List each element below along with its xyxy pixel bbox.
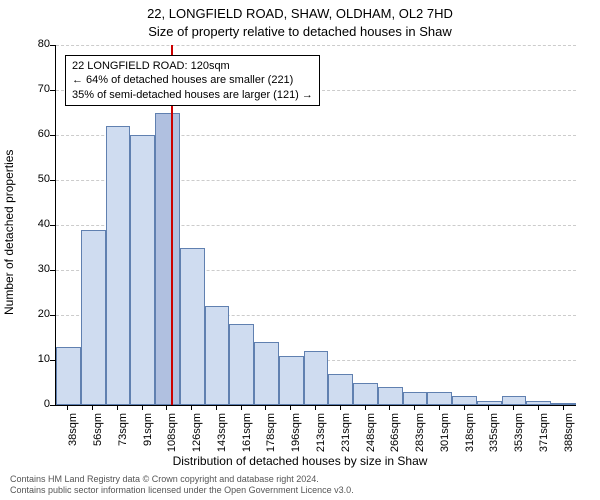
x-tick (389, 405, 390, 410)
y-tick (50, 135, 55, 136)
annotation-box: 22 LONGFIELD ROAD: 120sqm ← 64% of detac… (65, 55, 320, 106)
histogram-bar (502, 396, 527, 405)
x-tick (241, 405, 242, 410)
histogram-bar (229, 324, 254, 405)
x-tick (464, 405, 465, 410)
y-axis-label-text: Number of detached properties (2, 150, 16, 315)
y-tick-label: 10 (20, 353, 50, 365)
title-main: 22, LONGFIELD ROAD, SHAW, OLDHAM, OL2 7H… (0, 6, 600, 21)
grid-line (56, 45, 576, 46)
y-tick (50, 225, 55, 226)
y-tick-label: 50 (20, 173, 50, 185)
y-tick-label: 80 (20, 38, 50, 50)
x-tick (67, 405, 68, 410)
histogram-bar (81, 230, 106, 406)
histogram-bar (526, 401, 551, 406)
x-tick (315, 405, 316, 410)
x-axis-label: Distribution of detached houses by size … (0, 454, 600, 468)
x-tick (414, 405, 415, 410)
histogram-bar (551, 403, 576, 405)
histogram-bar (205, 306, 230, 405)
x-tick (563, 405, 564, 410)
y-tick-label: 30 (20, 263, 50, 275)
footer-line1: Contains HM Land Registry data © Crown c… (10, 474, 354, 485)
histogram-bar (56, 347, 81, 406)
x-tick (191, 405, 192, 410)
histogram-bar (403, 392, 428, 406)
x-tick (439, 405, 440, 410)
histogram-bar (378, 387, 403, 405)
x-tick (488, 405, 489, 410)
histogram-bar (328, 374, 353, 406)
annotation-line3: 35% of semi-detached houses are larger (… (72, 88, 313, 102)
y-tick-label: 20 (20, 308, 50, 320)
x-tick (117, 405, 118, 410)
x-tick (166, 405, 167, 410)
y-tick (50, 180, 55, 181)
histogram-bar (304, 351, 329, 405)
x-tick (538, 405, 539, 410)
chart-container: 22, LONGFIELD ROAD, SHAW, OLDHAM, OL2 7H… (0, 0, 600, 500)
histogram-bar (427, 392, 452, 406)
footer: Contains HM Land Registry data © Crown c… (10, 474, 354, 496)
x-tick (513, 405, 514, 410)
x-tick (265, 405, 266, 410)
y-tick-label: 70 (20, 83, 50, 95)
histogram-bar (180, 248, 205, 406)
y-axis-label: Number of detached properties (2, 60, 16, 225)
histogram-bar (130, 135, 155, 405)
title-sub: Size of property relative to detached ho… (0, 24, 600, 39)
histogram-bar (353, 383, 378, 406)
y-tick-label: 0 (20, 398, 50, 410)
x-tick (365, 405, 366, 410)
x-tick (142, 405, 143, 410)
y-tick (50, 270, 55, 271)
y-tick (50, 90, 55, 91)
footer-line2: Contains public sector information licen… (10, 485, 354, 496)
annotation-line1: 22 LONGFIELD ROAD: 120sqm (72, 59, 313, 73)
y-tick (50, 405, 55, 406)
histogram-bar (452, 396, 477, 405)
y-tick (50, 360, 55, 361)
y-tick-label: 40 (20, 218, 50, 230)
histogram-bar (155, 113, 180, 406)
y-tick (50, 315, 55, 316)
y-tick (50, 45, 55, 46)
y-tick-label: 60 (20, 128, 50, 140)
annotation-line2: ← 64% of detached houses are smaller (22… (72, 73, 313, 87)
histogram-bar (106, 126, 131, 405)
histogram-bar (254, 342, 279, 405)
x-tick (340, 405, 341, 410)
x-tick (290, 405, 291, 410)
x-tick (216, 405, 217, 410)
x-tick (92, 405, 93, 410)
histogram-bar (279, 356, 304, 406)
